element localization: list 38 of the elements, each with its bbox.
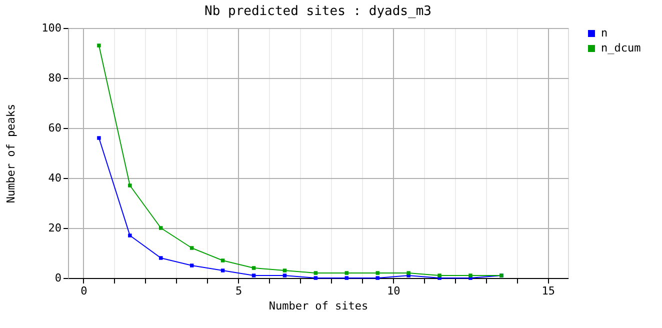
point	[344, 276, 349, 280]
x-axis-title: Number of sites	[268, 300, 368, 312]
y-tick-label: 0	[54, 272, 62, 284]
point	[376, 276, 380, 280]
point	[314, 276, 318, 280]
point	[314, 271, 318, 275]
point	[190, 264, 194, 268]
point	[159, 226, 163, 230]
point	[220, 268, 225, 272]
x-tick-label: 10	[386, 284, 400, 298]
chart-title: Nb predicted sites : dyads_m3	[204, 4, 432, 19]
point	[282, 268, 287, 272]
point	[128, 234, 132, 238]
point	[97, 44, 101, 48]
point	[97, 136, 101, 140]
point	[128, 184, 132, 188]
point	[438, 274, 442, 278]
x-tick-label: 5	[235, 284, 242, 298]
point	[376, 271, 380, 275]
point	[159, 256, 163, 260]
y-tick-label: 40	[48, 172, 62, 184]
legend-label: n	[601, 26, 608, 40]
y-tick-label: 20	[48, 222, 62, 234]
y-axis-title: Number of peaks	[4, 104, 18, 204]
x-tick-label: 0	[80, 284, 88, 298]
y-tick-label: 60	[48, 122, 62, 134]
point	[190, 246, 194, 250]
point	[468, 274, 472, 278]
point	[282, 274, 287, 278]
x-tick-label: 15	[542, 284, 555, 298]
legend-label: n_dcum	[601, 42, 642, 54]
y-tick-label: 100	[42, 22, 62, 34]
point	[344, 271, 349, 275]
point	[252, 274, 256, 278]
point	[252, 266, 256, 270]
point	[220, 258, 225, 262]
y-tick-label: 80	[48, 72, 62, 84]
point	[406, 271, 410, 275]
